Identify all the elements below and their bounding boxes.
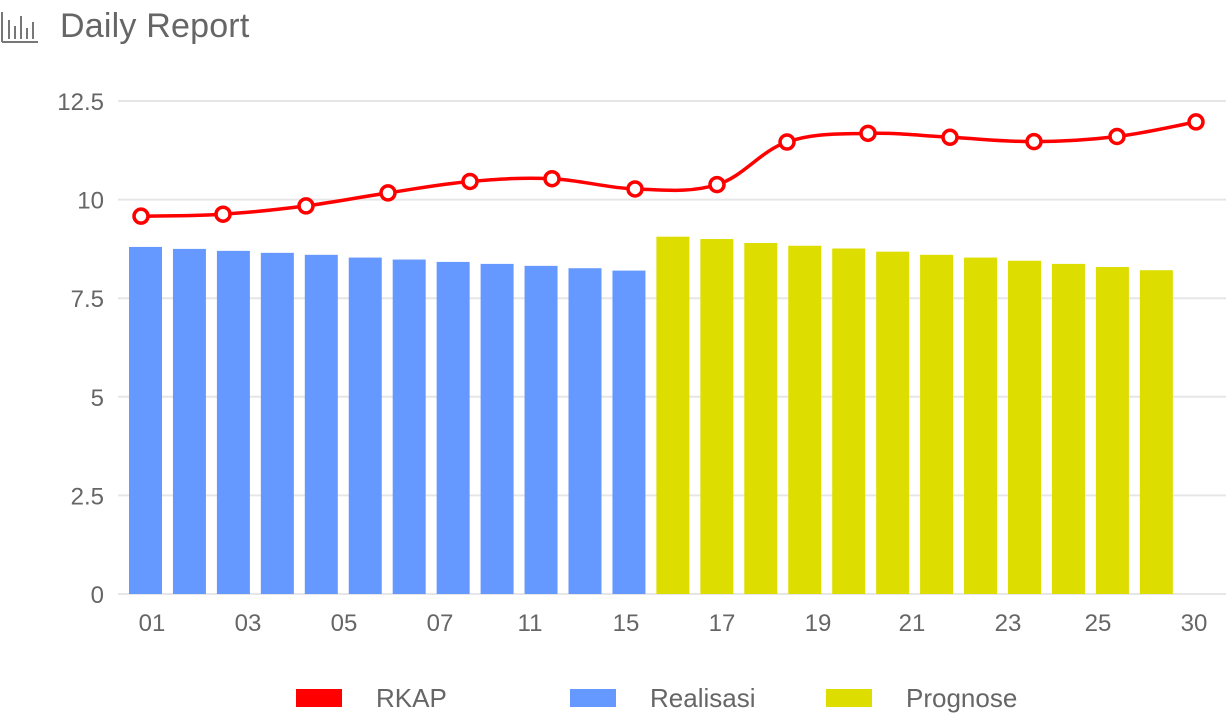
x-tick-label: 11 [518,610,543,637]
bar-realisasi [348,257,382,594]
bar-prognose [1095,267,1129,594]
chart-header: Daily Report [0,0,249,52]
x-tick-label: 07 [427,610,454,637]
bar-prognose [920,254,954,595]
point-rkap [778,133,796,151]
bar-prognose [964,257,998,594]
legend-swatch-realisasi [570,689,616,707]
legend-label-rkap: RKAP [376,682,447,713]
bar-prognose [1051,263,1085,594]
bar-realisasi [568,268,602,594]
legend-swatch-prognose [826,689,872,707]
x-tick-label: 23 [995,610,1022,637]
bar-realisasi [216,250,250,594]
point-rkap [297,197,315,215]
point-rkap [859,124,877,143]
legend-item-realisasi[interactable]: Realisasi [570,676,756,720]
x-tick-label: 01 [139,610,166,637]
x-tick-label: 15 [613,610,640,637]
chart-title: Daily Report [60,6,250,45]
bar-prognose [656,236,690,595]
x-tick-label: 25 [1085,610,1112,637]
point-rkap [379,184,397,202]
point-rkap [941,128,959,147]
bar-realisasi [612,270,646,594]
y-tick-label: 12.5 [57,89,104,116]
bar-realisasi [524,265,558,594]
point-rkap [461,172,479,191]
y-tick-label: 10 [77,188,104,215]
x-tick-label: 03 [235,610,262,637]
x-tick-label: 17 [709,610,736,637]
legend-label-realisasi: Realisasi [650,682,756,713]
legend-item-prognose[interactable]: Prognose [826,676,1017,720]
bar-prognose [1139,270,1173,594]
bar-prognose [832,248,866,594]
point-rkap [543,169,561,188]
x-tick-label: 05 [331,610,358,637]
bar-realisasi [304,254,338,595]
bar-prognose [1008,260,1041,594]
bar-prognose [700,239,734,595]
bar-chart-icon [1,12,38,43]
bar-realisasi [172,248,206,594]
point-rkap [1025,132,1043,151]
bar-prognose [788,245,822,594]
point-rkap [214,205,232,223]
legend-swatch-rkap [296,689,342,707]
bar-realisasi [129,246,162,595]
y-tick-label: 7.5 [71,286,104,313]
point-rkap [1108,127,1126,146]
bar-prognose [744,242,778,594]
bar-realisasi [480,263,514,594]
y-tick-label: 0 [91,582,104,609]
x-tick-label: 19 [805,610,832,637]
chart-plot: 0 2.5 5 7.5 10 12.5 01 03 05 07 11 15 17 19 21 23 25 30 [57,89,1226,637]
x-tick-label: 30 [1181,610,1208,637]
y-tick-label: 5 [91,385,104,412]
legend-item-rkap[interactable]: RKAP [296,676,447,720]
legend-label-prognose: Prognose [906,682,1018,713]
point-rkap [132,207,150,225]
bar-realisasi [392,259,426,594]
point-rkap [708,175,726,194]
bar-realisasi [436,261,470,594]
y-tick-label: 2.5 [71,483,104,510]
point-rkap [626,180,644,198]
bar-prognose [876,251,910,594]
x-tick-label: 21 [899,610,926,637]
chart-legend: RKAP Realisasi Prognose [0,676,1226,720]
bar-realisasi [260,252,294,594]
point-rkap [1187,113,1205,131]
